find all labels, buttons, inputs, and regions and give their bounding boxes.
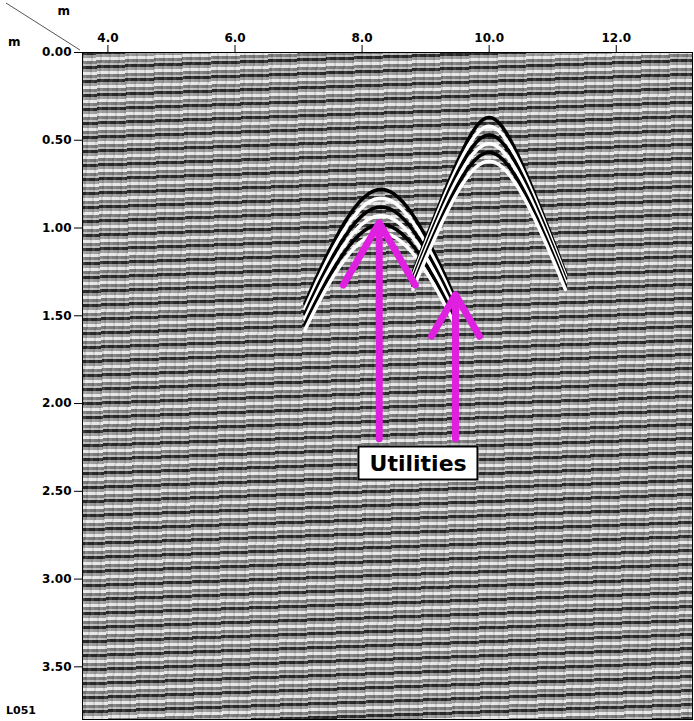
svg-text:12.0: 12.0 (601, 31, 631, 45)
svg-text:4.0: 4.0 (97, 31, 118, 45)
svg-text:1.00: 1.00 (42, 221, 72, 235)
svg-text:8.0: 8.0 (351, 31, 372, 45)
svg-text:0.00: 0.00 (42, 45, 72, 59)
svg-text:m: m (57, 4, 70, 18)
svg-text:1.50: 1.50 (42, 309, 72, 323)
svg-text:2.00: 2.00 (42, 396, 72, 410)
svg-text:10.0: 10.0 (474, 31, 504, 45)
html-text:L051: L051 (6, 704, 36, 717)
svg-text:3.00: 3.00 (42, 572, 72, 586)
svg-text:0.50: 0.50 (42, 133, 72, 147)
svg-text:6.0: 6.0 (224, 31, 245, 45)
svg-text:m: m (8, 35, 21, 49)
html-text:Utilities: Utilities (369, 450, 467, 476)
svg-text:3.50: 3.50 (42, 660, 72, 674)
svg-text:2.50: 2.50 (42, 484, 72, 498)
